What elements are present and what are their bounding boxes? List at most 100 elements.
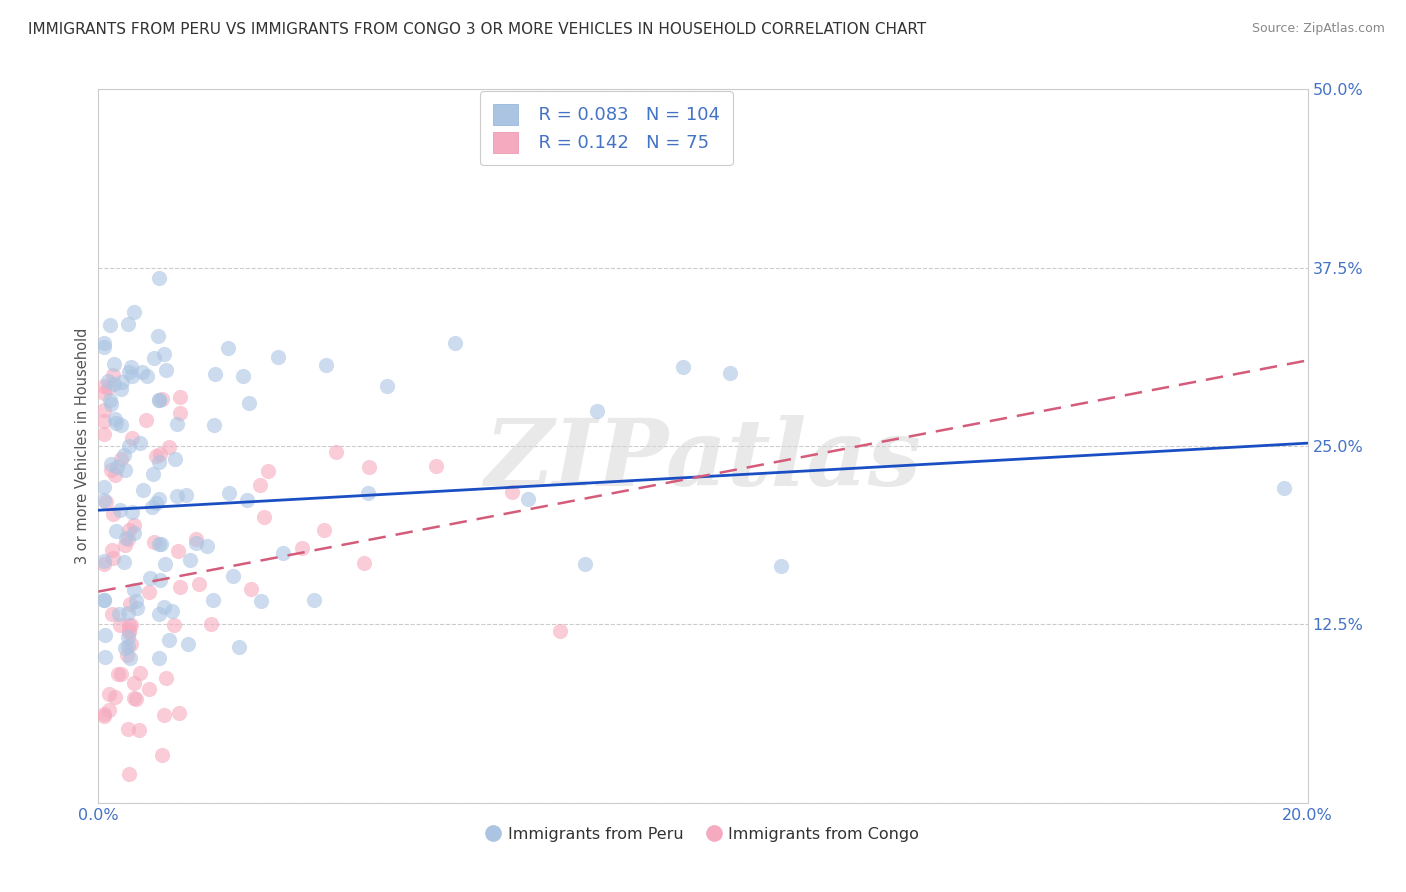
Point: [104, 690, 127, 704]
Point: [93, 557, 115, 571]
Point: [128, 723, 150, 738]
Point: [114, 538, 136, 552]
Point: [157, 440, 180, 454]
Point: [110, 376, 132, 390]
Point: [121, 368, 143, 383]
Point: [249, 594, 271, 608]
Point: [93, 592, 115, 607]
Point: [93, 709, 115, 723]
Point: [93, 554, 115, 568]
Point: [169, 390, 191, 404]
Point: [121, 431, 143, 445]
Point: [145, 495, 167, 509]
Point: [117, 631, 139, 645]
Point: [186, 532, 208, 546]
Point: [163, 618, 186, 632]
Point: [117, 639, 139, 653]
Point: [149, 537, 172, 551]
Point: [672, 359, 695, 374]
Point: [112, 448, 135, 462]
Point: [148, 537, 170, 551]
Point: [100, 607, 122, 621]
Point: [104, 468, 127, 483]
Point: [94, 494, 117, 508]
Point: [120, 618, 142, 632]
Point: [136, 368, 159, 383]
Text: IMMIGRANTS FROM PERU VS IMMIGRANTS FROM CONGO 3 OR MORE VEHICLES IN HOUSEHOLD CO: IMMIGRANTS FROM PERU VS IMMIGRANTS FROM …: [28, 22, 927, 37]
Point: [110, 452, 132, 467]
Point: [143, 351, 166, 366]
Point: [152, 347, 174, 361]
Point: [141, 500, 163, 515]
Point: [291, 541, 314, 556]
Point: [101, 551, 124, 566]
Point: [122, 305, 145, 319]
Point: [108, 618, 131, 632]
Point: [97, 381, 120, 395]
Y-axis label: 3 or more Vehicles in Household: 3 or more Vehicles in Household: [75, 328, 90, 564]
Point: [110, 417, 132, 432]
Point: [93, 379, 115, 393]
Point: [139, 571, 162, 585]
Point: [252, 510, 274, 524]
Point: [105, 524, 128, 538]
Point: [94, 628, 117, 642]
Point: [124, 518, 146, 533]
Point: [118, 523, 141, 537]
Point: [93, 480, 115, 494]
Point: [118, 365, 141, 379]
Point: [124, 676, 146, 690]
Point: [98, 318, 121, 332]
Point: [118, 767, 141, 781]
Point: [165, 452, 187, 467]
Point: [501, 485, 523, 500]
Point: [97, 374, 120, 388]
Point: [585, 403, 607, 417]
Point: [129, 665, 152, 680]
Point: [357, 460, 380, 475]
Point: [169, 580, 191, 594]
Point: [93, 336, 115, 351]
Point: [149, 447, 172, 461]
Point: [155, 363, 177, 377]
Point: [148, 392, 170, 407]
Point: [353, 556, 375, 570]
Point: [145, 449, 167, 463]
Point: [201, 592, 224, 607]
Point: [236, 492, 259, 507]
Point: [228, 640, 250, 655]
Point: [155, 671, 177, 685]
Point: [718, 366, 741, 380]
Point: [117, 723, 139, 737]
Point: [128, 436, 150, 450]
Point: [114, 641, 136, 656]
Point: [218, 486, 240, 500]
Point: [94, 650, 117, 665]
Point: [121, 505, 143, 519]
Point: [115, 648, 138, 662]
Point: [314, 523, 336, 537]
Point: [100, 397, 122, 411]
Point: [148, 270, 170, 285]
Point: [153, 707, 176, 722]
Point: [425, 459, 447, 474]
Point: [138, 585, 160, 599]
Point: [107, 667, 129, 681]
Point: [103, 358, 125, 372]
Point: [122, 525, 145, 540]
Point: [179, 552, 201, 566]
Point: [101, 368, 124, 382]
Point: [195, 540, 218, 554]
Point: [516, 491, 538, 506]
Point: [117, 606, 139, 620]
Point: [110, 667, 132, 681]
Point: [148, 607, 170, 621]
Point: [271, 546, 294, 560]
Point: [110, 503, 132, 517]
Point: [118, 597, 141, 611]
Point: [166, 417, 188, 432]
Point: [101, 543, 124, 558]
Point: [148, 328, 170, 343]
Point: [148, 392, 170, 407]
Point: [204, 418, 226, 433]
